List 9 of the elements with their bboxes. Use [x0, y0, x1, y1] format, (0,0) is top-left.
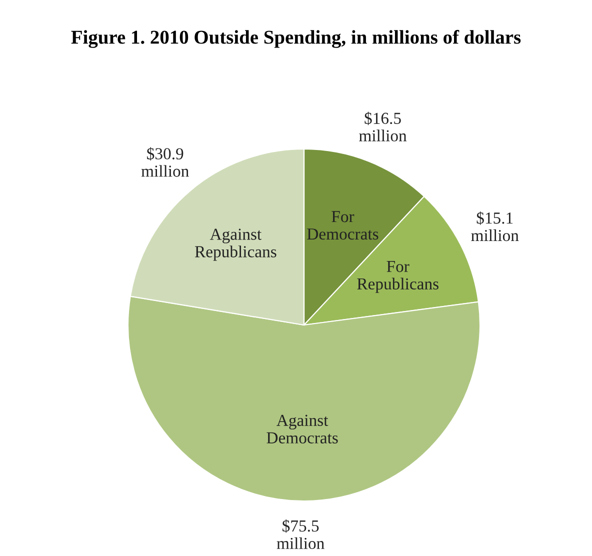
slice-label: Against Democrats: [266, 414, 338, 444]
data-label: $16.5 million: [359, 112, 407, 142]
slice-label: Against Republicans: [194, 228, 276, 261]
slice-label: For Republicans: [357, 261, 438, 293]
data-label: $15.1 million: [471, 211, 519, 242]
slice-label: For Democrats: [307, 211, 378, 240]
data-label: $75.5 million: [276, 519, 324, 550]
chart-title: Figure 1. 2010 Outside Spending, in millions of dollars: [71, 30, 521, 48]
data-label: $30.9 million: [141, 147, 189, 177]
